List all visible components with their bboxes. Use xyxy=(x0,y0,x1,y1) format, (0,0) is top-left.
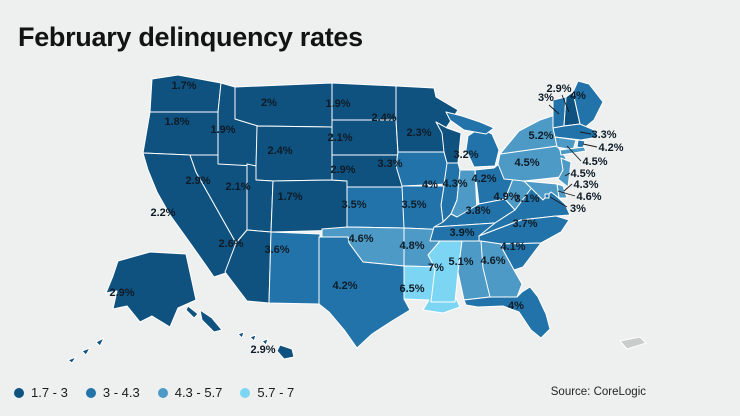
state-ny-long-island[interactable] xyxy=(559,146,587,156)
legend-label: 5.7 - 7 xyxy=(257,385,295,400)
callout-label-de: 4.3% xyxy=(573,179,598,191)
legend-item-4: 5.7 - 7 xyxy=(240,385,294,400)
state-ak[interactable] xyxy=(105,251,197,328)
callout-line-ma xyxy=(579,131,592,135)
callout-label-ma: 3.3% xyxy=(591,129,616,141)
legend-swatch-icon xyxy=(157,387,168,398)
state-label-nd: 1.9% xyxy=(325,98,350,110)
legend-swatch-icon xyxy=(85,387,96,398)
source-text: Source: CoreLogic xyxy=(550,386,646,398)
state-label-ny: 5.2% xyxy=(528,130,553,142)
state-label-ks: 3.5% xyxy=(341,199,366,211)
state-co[interactable] xyxy=(270,179,348,233)
state-label-tn: 3.9% xyxy=(449,227,474,239)
callout-line-ri xyxy=(582,143,598,148)
callout-label-nj: 4.5% xyxy=(570,168,595,180)
state-hi-island-1[interactable] xyxy=(237,331,245,339)
callout-label-md: 4.6% xyxy=(576,191,601,203)
legend-item-1: 1.7 - 3 xyxy=(14,385,68,400)
state-mt[interactable] xyxy=(234,82,333,128)
legend-swatch-icon xyxy=(14,387,24,398)
state-label-sd: 2.1% xyxy=(327,132,352,144)
state-label-va: 3.1% xyxy=(514,193,539,205)
state-mi-upper-peninsula[interactable] xyxy=(445,111,495,135)
state-label-or: 1.8% xyxy=(164,116,189,128)
legend-label: 3 - 4.3 xyxy=(102,385,140,400)
state-label-az: 2.6% xyxy=(218,238,243,250)
legend-label: 4.3 - 5.7 xyxy=(174,385,223,400)
callout-line-de xyxy=(563,183,573,192)
callout-label-ri: 4.2% xyxy=(598,142,623,154)
state-label-id: 1.9% xyxy=(210,124,235,136)
callout-line-dc xyxy=(549,196,568,208)
callout-line-ct xyxy=(566,145,582,162)
state-label-ca: 2.2% xyxy=(150,207,175,219)
state-md[interactable] xyxy=(523,180,560,201)
state-label-al: 5.1% xyxy=(448,256,473,268)
state-label-nc: 3.7% xyxy=(512,218,537,230)
state-pa[interactable] xyxy=(497,145,567,182)
state-label-pa: 4.5% xyxy=(514,157,539,169)
state-label-ak: 2.9% xyxy=(109,287,134,299)
callout-line-nj xyxy=(564,172,571,177)
state-ga[interactable] xyxy=(480,240,523,298)
state-ak-panhandle-2[interactable] xyxy=(185,305,199,319)
state-label-ar: 4.8% xyxy=(399,240,424,252)
legend: 1.7 - 3 3 - 4.3 4.3 - 5.7 5.7 - 7 xyxy=(14,385,294,400)
state-label-mt: 2% xyxy=(261,97,277,109)
state-label-il: 4% xyxy=(422,179,438,191)
state-ak-aleutian-3[interactable] xyxy=(67,356,77,364)
state-tx[interactable] xyxy=(318,236,411,349)
state-label-wy: 2.4% xyxy=(267,145,292,157)
state-label-nm: 3.6% xyxy=(264,244,289,256)
callout-label-dc: 3% xyxy=(570,203,586,215)
state-label-wa: 1.7% xyxy=(171,80,196,92)
callout-line-vt xyxy=(548,104,560,115)
state-fl[interactable] xyxy=(463,286,551,339)
state-label-ia: 3.3% xyxy=(377,158,402,170)
state-label-hi: 2.9% xyxy=(250,344,275,356)
state-label-co: 1.7% xyxy=(277,191,302,203)
callout-line-nh xyxy=(561,94,570,113)
state-label-mn: 2.4% xyxy=(371,112,396,124)
state-nj[interactable] xyxy=(557,157,572,188)
state-ak-aleutian-1[interactable] xyxy=(95,337,105,347)
state-hi-island-2[interactable] xyxy=(249,334,257,342)
callout-label-nh: 2.9% xyxy=(546,83,571,95)
state-label-ms: 7% xyxy=(428,262,444,274)
state-label-wi: 2.3% xyxy=(406,127,431,139)
callout-line-md xyxy=(557,190,576,197)
state-label-oh: 4.2% xyxy=(471,173,496,185)
state-nm[interactable] xyxy=(268,231,321,305)
state-dc[interactable] xyxy=(544,193,550,199)
state-label-wv: 4.9% xyxy=(493,191,518,203)
state-label-in: 4.3% xyxy=(442,178,467,190)
state-label-fl: 4% xyxy=(508,300,524,312)
legend-swatch-icon xyxy=(240,387,251,398)
state-label-ky: 3.8% xyxy=(465,205,490,217)
callout-label-ct: 4.5% xyxy=(582,156,607,168)
state-label-ok: 4.6% xyxy=(348,233,373,245)
region-puerto-rico xyxy=(619,336,647,350)
state-hi[interactable] xyxy=(276,344,295,360)
state-label-mo: 3.5% xyxy=(401,199,426,211)
state-ak-panhandle-1[interactable] xyxy=(199,309,223,333)
state-label-nv: 2.9% xyxy=(185,175,210,187)
state-label-ga: 4.6% xyxy=(480,255,505,267)
page-title: February delinquency rates xyxy=(18,22,363,52)
state-label-tx: 4.2% xyxy=(332,280,357,292)
state-ak-aleutian-2[interactable] xyxy=(81,347,91,356)
state-label-sc: 4.1% xyxy=(500,241,525,253)
legend-label: 1.7 - 3 xyxy=(31,385,68,400)
state-hi-island-3[interactable] xyxy=(261,338,269,346)
callout-label-vt: 3% xyxy=(538,92,554,104)
state-label-ut: 2.1% xyxy=(225,181,250,193)
state-label-ne: 2.9% xyxy=(330,164,355,176)
state-label-me: 4% xyxy=(570,90,586,102)
legend-item-3: 4.3 - 5.7 xyxy=(157,385,223,400)
state-label-la: 6.5% xyxy=(399,283,424,295)
legend-item-2: 3 - 4.3 xyxy=(85,385,140,400)
state-label-mi: 3.2% xyxy=(453,149,478,161)
